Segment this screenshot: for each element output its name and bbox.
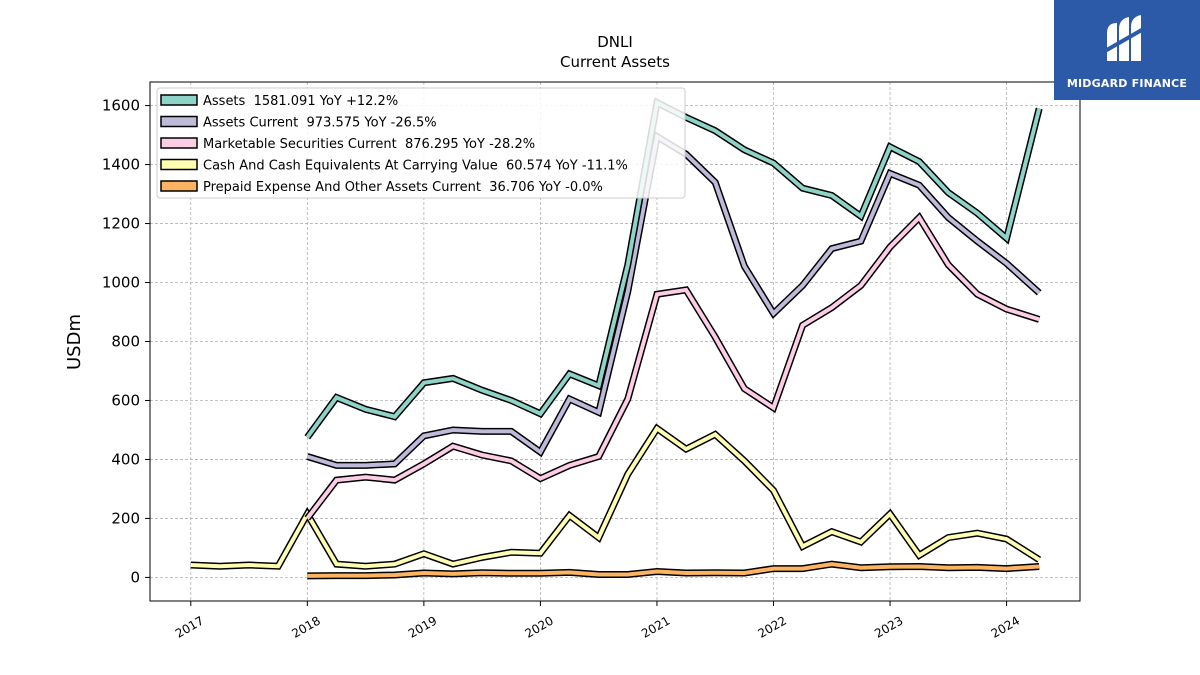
series-line xyxy=(307,562,1040,578)
legend: Assets 1581.091 YoY +12.2% Assets Current… xyxy=(156,87,686,199)
midgard-logo-icon xyxy=(1104,14,1148,61)
y-tick-label: 200 xyxy=(111,509,140,527)
brand-name: MIDGARD FINANCE xyxy=(1066,76,1188,90)
y-tick-label: 1600 xyxy=(102,97,140,115)
y-axis-label: USDm xyxy=(64,314,85,370)
legend-label: Cash And Cash Equivalents At Carrying Va… xyxy=(203,159,628,174)
y-tick-label: 1000 xyxy=(102,274,140,292)
legend-swatch xyxy=(160,158,198,171)
legend-swatch xyxy=(160,137,198,149)
brand-logo: MIDGARD FINANCE xyxy=(1054,0,1200,100)
x-tick-label: 2018 xyxy=(289,613,322,640)
x-tick-label: 2021 xyxy=(639,613,672,640)
series-4 xyxy=(190,423,1042,570)
series-line xyxy=(190,425,1041,569)
x-tick-label: 2022 xyxy=(756,613,789,640)
x-tick-label: 2024 xyxy=(989,613,1022,640)
legend-swatch xyxy=(160,180,198,192)
chart-title: DNLI xyxy=(597,33,633,51)
y-tick-label: 0 xyxy=(130,568,140,586)
y-tick-label: 600 xyxy=(111,391,140,409)
y-tick-label: 800 xyxy=(111,333,140,351)
legend-label: Assets 1581.091 YoY +12.2% xyxy=(203,94,398,109)
legend-label: Assets Current 973.575 YoY -26.5% xyxy=(203,116,437,131)
x-tick-label: 2020 xyxy=(522,613,555,640)
legend-label: Marketable Securities Current 876.295 Yo… xyxy=(203,137,535,152)
legend-swatch xyxy=(160,94,198,106)
y-tick-label: 1400 xyxy=(102,156,140,174)
series-line xyxy=(305,214,1040,520)
x-tick-label: 2019 xyxy=(406,613,439,640)
x-tick-label: 2023 xyxy=(872,613,905,640)
legend-swatch xyxy=(160,115,198,128)
y-tick-label: 1200 xyxy=(102,215,140,233)
series-3 xyxy=(304,211,1041,521)
series-line-outline xyxy=(304,211,1041,521)
legend-box xyxy=(156,87,686,199)
legend-label: Prepaid Expense And Other Assets Current… xyxy=(203,180,603,195)
chart-subtitle: Current Assets xyxy=(560,53,670,71)
series-5 xyxy=(307,560,1040,580)
y-tick-label: 400 xyxy=(111,450,140,468)
x-tick-label: 2017 xyxy=(173,613,206,640)
